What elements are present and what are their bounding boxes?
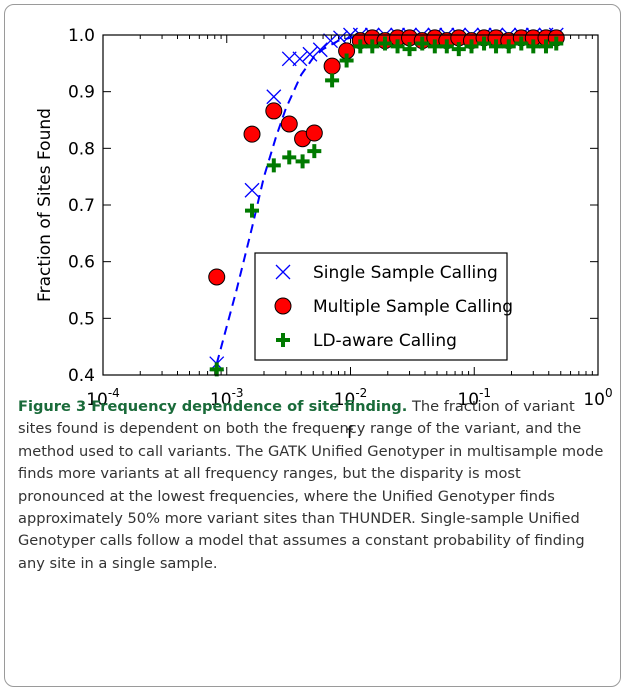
marker-plus (526, 39, 541, 54)
marker-plus (489, 39, 504, 54)
x-tick-label: 100 (583, 386, 612, 410)
marker-plus (266, 158, 281, 173)
chart: f Fraction of Sites Found 0.4 0.5 0.6 0.7 0.… (35, 26, 613, 440)
marker-plus (282, 150, 297, 165)
marker-plus (439, 39, 454, 54)
y-tick-label: 0.4 (68, 366, 95, 386)
marker-plus (464, 39, 479, 54)
y-axis-label: Fraction of Sites Found (35, 108, 55, 302)
marker-x (244, 182, 260, 198)
marker-plus (325, 73, 340, 88)
caption-text: The fraction of variant sites found is d… (18, 398, 604, 572)
marker-plus (307, 144, 322, 159)
x-tick-exponent: -3 (232, 386, 244, 400)
legend-box (254, 252, 508, 361)
x-tick-base: 10 (334, 390, 356, 410)
x-tick-base: 10 (86, 390, 108, 410)
plot-area (215, 35, 561, 364)
marker-plus (353, 39, 368, 54)
marker-x (312, 42, 328, 58)
marker-x (266, 89, 282, 105)
marker-plus (209, 362, 224, 377)
x-tick-label: 10-4 (86, 386, 120, 410)
marker-plus (477, 36, 492, 51)
legend-marker (276, 333, 290, 347)
marker-plus (377, 36, 392, 51)
axes-frame (102, 34, 599, 376)
marker-plus (549, 36, 564, 51)
x-tick-base: 10 (210, 390, 232, 410)
x-tick-label: 10-2 (334, 386, 368, 410)
marker-x (323, 33, 339, 49)
x-tick-exponent: -1 (479, 386, 491, 400)
marker-plus (295, 154, 310, 169)
figure-frame (4, 4, 621, 687)
x-tick-base: 10 (583, 390, 605, 410)
marker-x (292, 51, 308, 67)
marker-circle (323, 57, 341, 75)
marker-plus (501, 39, 516, 54)
marker-plus (538, 39, 553, 54)
legend-marker (274, 297, 292, 315)
marker-circle (243, 125, 261, 143)
x-tick-label: 10-3 (210, 386, 244, 410)
marker-plus (415, 36, 430, 51)
legend-label: Single Sample Calling (313, 263, 498, 283)
y-tick-label: 0.5 (68, 309, 95, 329)
legend-label: Multiple Sample Calling (313, 297, 513, 317)
marker-plus (427, 39, 442, 54)
legend-label: LD-aware Calling (313, 331, 457, 351)
marker-plus (514, 36, 529, 51)
marker-circle (208, 268, 226, 286)
marker-plus (245, 203, 260, 218)
legend-marker (275, 264, 291, 280)
marker-plus (365, 39, 380, 54)
marker-plus (451, 42, 466, 57)
marker-circle (265, 102, 283, 120)
y-tick-label: 0.8 (68, 139, 95, 159)
x-tick-exponent: -2 (355, 386, 367, 400)
y-tick-label: 0.9 (68, 83, 95, 103)
x-axis-label: f (347, 423, 354, 440)
y-tick-label: 0.7 (68, 196, 95, 216)
marker-circle (280, 115, 298, 133)
caption: Figure 3 Frequency dependence of site fi… (18, 396, 612, 575)
x-tick-exponent: 0 (605, 386, 613, 400)
marker-x (281, 51, 297, 67)
marker-plus (339, 53, 354, 68)
x-tick-exponent: -4 (108, 386, 120, 400)
marker-x (302, 46, 318, 62)
model-line (215, 35, 561, 364)
caption-title: Figure 3 Frequency dependence of site fi… (18, 398, 408, 415)
marker-plus (402, 42, 417, 57)
marker-circle (305, 124, 323, 142)
y-tick-label: 1.0 (68, 26, 95, 46)
y-tick-label: 0.6 (68, 253, 95, 273)
marker-plus (390, 39, 405, 54)
x-tick-base: 10 (457, 390, 479, 410)
x-tick-label: 10-1 (457, 386, 491, 410)
